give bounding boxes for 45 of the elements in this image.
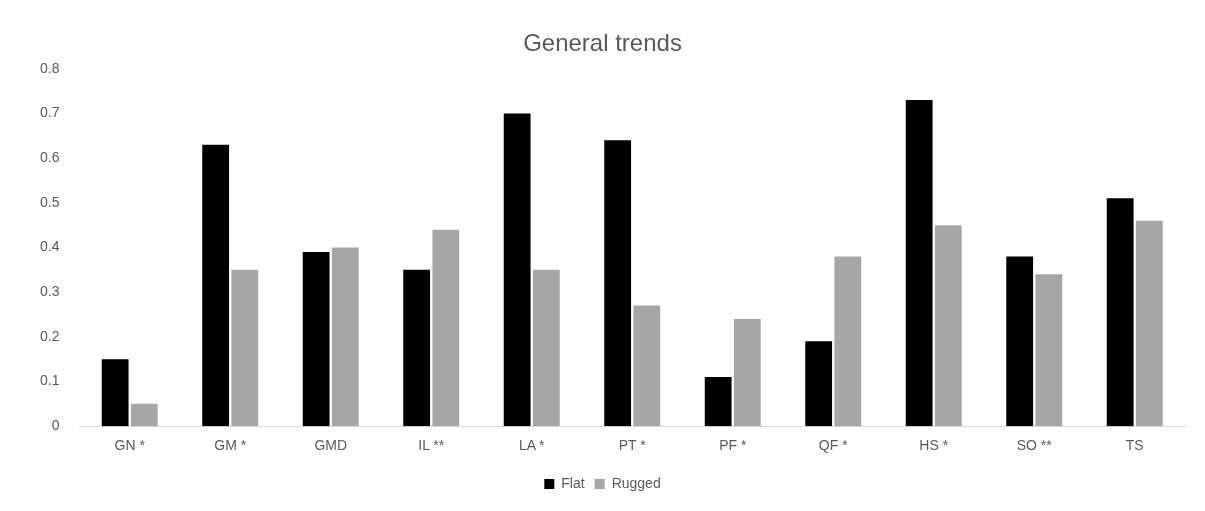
y-tick-label: 0.4 (39, 238, 60, 255)
y-tick-label: 0.3 (39, 283, 60, 300)
bar (733, 318, 761, 427)
bar (403, 269, 431, 427)
x-tick-label: HS * (919, 437, 949, 454)
legend-label: Rugged (611, 474, 661, 491)
bar (1006, 256, 1034, 427)
bar (834, 256, 862, 427)
bar (934, 225, 962, 427)
x-tick-label: SO ** (1016, 437, 1053, 454)
bar (1106, 198, 1134, 427)
bar (805, 341, 833, 427)
bar (905, 100, 933, 427)
bar (532, 269, 560, 427)
bar (331, 247, 359, 427)
y-tick-label: 0.1 (39, 372, 60, 389)
chart-title: General trends (523, 29, 682, 57)
x-tick-label: TS (1125, 437, 1144, 454)
x-tick-label: GM * (214, 437, 247, 454)
bar (130, 403, 158, 427)
bar (202, 144, 230, 427)
y-tick-label: 0.7 (39, 104, 60, 121)
y-tick-label: 0.5 (39, 193, 60, 210)
x-tick-label: GN * (114, 437, 146, 454)
y-tick-label: 0.8 (39, 59, 60, 76)
x-tick-label: LA * (518, 437, 546, 454)
bar (302, 251, 330, 427)
y-tick-label: 0 (51, 417, 60, 434)
y-tick-label: 0.6 (39, 149, 60, 166)
y-tick-label: 0.2 (39, 327, 60, 344)
bar (503, 113, 531, 427)
x-tick-label: GMD (314, 437, 348, 454)
bar (704, 377, 732, 427)
legend-label: Flat (561, 474, 585, 491)
bar (432, 229, 460, 427)
bar (633, 305, 661, 427)
bar (604, 140, 632, 427)
bar (1135, 220, 1163, 427)
x-tick-label: QF * (818, 437, 849, 454)
x-tick-label: IL ** (418, 437, 445, 454)
x-tick-label: PF * (719, 437, 747, 454)
bar (231, 269, 259, 427)
x-tick-label: PT * (618, 437, 647, 454)
bar (101, 359, 129, 427)
bar (1035, 274, 1063, 427)
